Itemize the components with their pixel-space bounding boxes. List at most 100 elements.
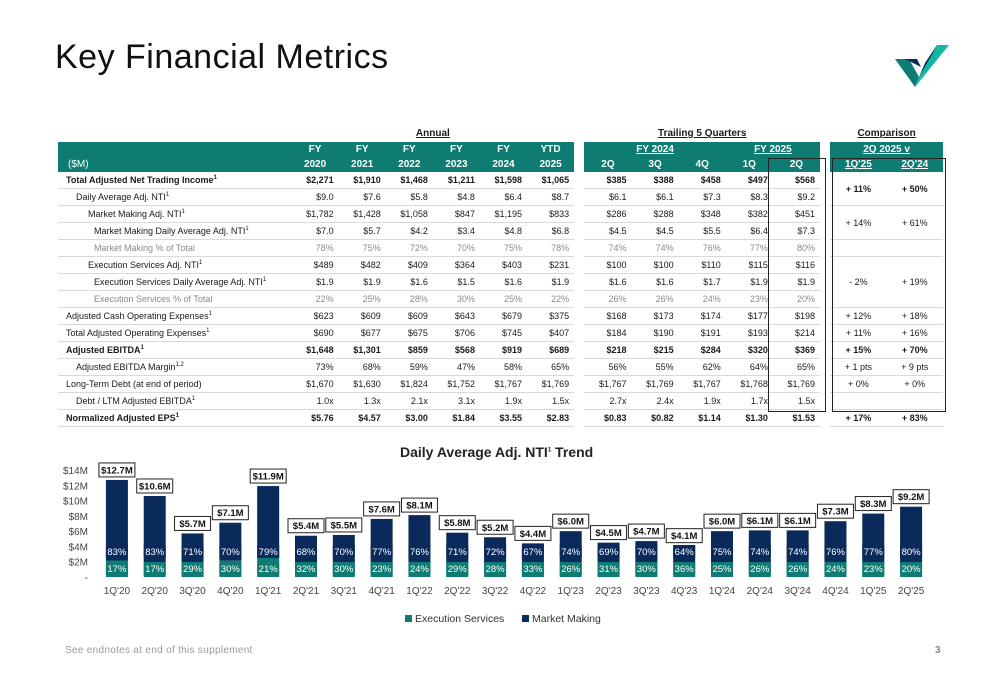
- table-cell: $919: [479, 341, 528, 359]
- page-title: Key Financial Metrics: [55, 38, 389, 76]
- table-cell: 72%: [385, 239, 433, 257]
- comparison-cell: + 11%: [830, 324, 887, 342]
- pct-label-execution: 29%: [183, 564, 203, 575]
- bar-execution-services: [862, 562, 885, 577]
- table-header-row-1: FY FY FY FY FY YTD FY 2024 FY 2025 2Q 20…: [58, 142, 943, 157]
- pct-label-bg: [105, 562, 128, 575]
- pct-label-execution: 30%: [221, 564, 241, 575]
- table-cell: $1,767: [678, 375, 726, 393]
- table-cell: $833: [527, 205, 575, 223]
- table-cell: $1.9: [527, 273, 575, 291]
- comparison-cell: [886, 239, 943, 257]
- y-tick-label: $14M: [63, 466, 88, 477]
- bar-market-making: [295, 535, 317, 564]
- table-cell: $4.5: [584, 222, 632, 240]
- x-tick-label: 1Q'20: [104, 586, 131, 597]
- table-cell: $184: [584, 324, 632, 342]
- table-cell: $1.6: [631, 273, 679, 291]
- pct-label-bg: [295, 562, 317, 575]
- total-label-box: [249, 468, 287, 484]
- footnote: See endnotes at end of this supplement: [65, 645, 253, 656]
- table-cell: $451: [772, 205, 820, 223]
- table-cell: $168: [584, 307, 632, 325]
- pct-label-bg: [181, 562, 204, 575]
- table-cell: $1.9: [338, 273, 386, 291]
- table-cell: 78%: [291, 239, 339, 257]
- table-cell: $1.6: [385, 273, 433, 291]
- pct-label-bg: [446, 545, 469, 558]
- pct-label-bg: [408, 562, 431, 575]
- table-cell: 62%: [678, 358, 726, 376]
- pct-label-execution: 24%: [410, 564, 430, 575]
- table-cell: $706: [432, 324, 480, 342]
- table-row: Market Making Adj. NTI1 $1,782 $1,428 $1,05…: [58, 205, 943, 240]
- table-cell: $0.82: [631, 409, 679, 427]
- table-cell: $679: [479, 307, 528, 325]
- table-cell: $284: [678, 341, 726, 359]
- table-row: Market Making % of Total 78% 75% 72% 70% 75% 7…: [58, 239, 943, 257]
- total-label-box: [363, 501, 401, 517]
- table-cell: $409: [385, 256, 433, 274]
- pct-label-execution: 24%: [826, 564, 846, 575]
- total-label-box: [476, 519, 514, 535]
- comparison-cell: + 14%: [830, 205, 887, 240]
- table-cell: 2.1x: [385, 392, 433, 410]
- bar-market-making: [484, 537, 507, 566]
- bar-execution-services: [559, 565, 582, 577]
- pct-label-execution: 26%: [788, 564, 808, 575]
- pct-label-bg: [786, 562, 809, 575]
- y-tick-label: -: [85, 573, 88, 584]
- pct-label-execution: 28%: [486, 564, 506, 575]
- bar-market-making: [559, 531, 582, 566]
- bar-execution-services: [332, 564, 355, 577]
- bar-market-making: [105, 479, 128, 561]
- x-tick-label: 2Q'25: [898, 586, 925, 597]
- pct-label-bg: [711, 562, 733, 575]
- table-cell: 70%: [432, 239, 480, 257]
- chart-title: Daily Average Adj. NTI1 Trend: [400, 444, 594, 460]
- pct-label-bg: [408, 545, 431, 558]
- table-cell: $407: [527, 324, 575, 342]
- total-label-box: [552, 513, 590, 529]
- table-cell: $116: [772, 256, 820, 274]
- bar-market-making: [257, 486, 280, 558]
- table-cell: $1.84: [432, 409, 480, 427]
- col-header: FY: [432, 142, 480, 157]
- col-header: 3Q: [631, 157, 679, 172]
- table-cell: 23%: [725, 290, 773, 308]
- total-value-label: $5.5M: [331, 520, 357, 531]
- comparison-cell: + 12%: [830, 307, 887, 325]
- table-cell: $745: [479, 324, 528, 342]
- pct-label-bg: [257, 545, 280, 558]
- row-label: Debt / LTM Adjusted EBITDA1: [58, 392, 292, 410]
- table-row: Adjusted Cash Operating Expenses1 $623 $60…: [58, 307, 943, 325]
- pct-label-bg: [635, 562, 658, 575]
- pct-label-market-making: 74%: [561, 547, 581, 558]
- pct-label-execution: 17%: [107, 564, 127, 575]
- table-cell: 28%: [385, 290, 433, 308]
- row-label: Market Making % of Total: [58, 239, 292, 257]
- bar-execution-services: [597, 566, 620, 577]
- pct-label-bg: [143, 562, 166, 575]
- pct-label-bg: [597, 562, 620, 575]
- table-cell: $6.4: [479, 188, 528, 206]
- group-comparison: Comparison: [857, 128, 916, 139]
- table-row: Long-Term Debt (at end of period) $1,670 $…: [58, 375, 943, 393]
- comparison-cell: [830, 239, 887, 257]
- table-cell: $198: [772, 307, 820, 325]
- table-cell: 80%: [772, 239, 820, 257]
- table-cell: 75%: [479, 239, 528, 257]
- bar-execution-services: [143, 563, 166, 577]
- bar-execution-services: [635, 566, 658, 577]
- table-cell: $4.2: [385, 222, 433, 240]
- pct-label-execution: 29%: [448, 564, 468, 575]
- pct-label-bg: [711, 545, 733, 558]
- table-cell: $1,767: [479, 375, 528, 393]
- total-value-label: $6.1M: [784, 516, 810, 527]
- table-cell: $0.83: [584, 409, 632, 427]
- table-cell: $568: [432, 341, 480, 359]
- legend-swatch-market-making: [522, 615, 529, 622]
- x-tick-label: 1Q'23: [558, 586, 585, 597]
- table-cell: $458: [678, 172, 726, 189]
- pct-label-market-making: 74%: [788, 547, 808, 558]
